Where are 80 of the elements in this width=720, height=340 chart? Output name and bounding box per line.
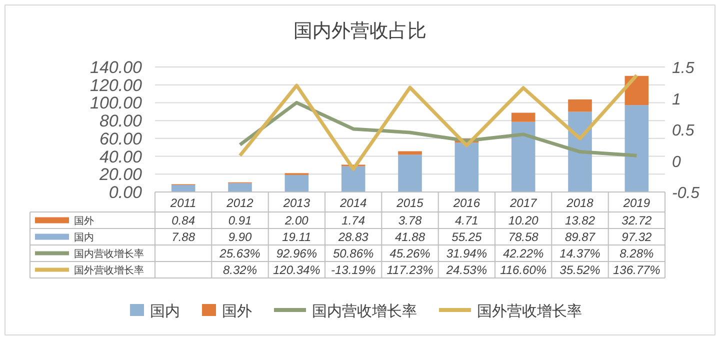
bar [284, 174, 309, 192]
data-label: 136.77% [612, 263, 661, 277]
y-tick-label: 40.00 [99, 147, 143, 166]
legend-label: 国内营收增长率 [74, 248, 144, 260]
bar [624, 76, 649, 106]
bar [171, 184, 196, 192]
bar [228, 183, 252, 192]
legend-item: 国内 [130, 303, 180, 320]
bar [624, 105, 649, 192]
x-tick-label: 2019 [622, 196, 650, 210]
data-label: 55.25 [452, 230, 482, 244]
y2-tick-label: 1.5 [672, 60, 694, 77]
data-label: 50.86% [332, 246, 374, 260]
data-label: 97.32 [622, 230, 652, 244]
y-tick-label: 20.00 [98, 165, 143, 184]
data-label: 28.83 [337, 230, 369, 244]
y-tick-label: 80.00 [99, 112, 143, 131]
data-label: 0.84 [172, 214, 196, 228]
x-tick-label: 2016 [452, 196, 480, 210]
data-label: -13.19% [330, 263, 376, 277]
data-label: 8.32% [222, 263, 258, 277]
data-label: 3.78 [398, 214, 422, 228]
legend-item: 国内营收增长率 [274, 303, 417, 320]
y2-tick-label: -0.5 [672, 185, 700, 202]
data-label: 117.23% [386, 263, 434, 277]
data-label: 31.94% [446, 246, 488, 260]
bar [511, 122, 536, 192]
data-label: 8.28% [620, 246, 654, 260]
bar [341, 166, 366, 192]
legend-label: 国外营收增长率 [477, 303, 582, 320]
data-label: 32.72 [622, 214, 652, 228]
data-label: 4.71 [454, 214, 478, 228]
bar [511, 112, 536, 122]
x-tick-label: 2014 [338, 196, 368, 210]
legend-label: 国内 [74, 232, 94, 244]
data-label: 116.60% [500, 263, 547, 277]
text: 国外营收增长率 [74, 266, 144, 276]
data-label: 9.90 [228, 230, 252, 244]
data-label: 19.11 [282, 230, 312, 244]
y2-tick-label: 0 [672, 154, 681, 171]
bar [398, 154, 422, 192]
x-tick-label: 2017 [508, 196, 538, 210]
y-tick-label: 100.00 [90, 94, 143, 113]
legend-item: 国外营收增长率 [439, 303, 582, 320]
data-label: 25.63% [218, 246, 261, 260]
bar [454, 142, 479, 192]
data-label: 120.34% [272, 263, 321, 277]
data-label: 10.20 [508, 214, 539, 228]
bar [398, 151, 422, 155]
data-label: 7.88 [172, 230, 196, 244]
line-series [238, 74, 638, 171]
y-tick-label: 60.00 [99, 129, 143, 148]
chart-title: 国内外营收占比 [294, 21, 426, 42]
data-label: 0.91 [228, 214, 252, 228]
x-tick-label: 2018 [566, 196, 594, 210]
x-tick-label: 2012 [226, 196, 254, 210]
data-label: 42.22% [502, 246, 544, 260]
data-label: 78.58 [508, 230, 539, 244]
data-label: 14.37% [560, 246, 601, 260]
bar [568, 99, 592, 112]
data-label: 45.26% [390, 246, 431, 260]
data-label: 35.52% [560, 263, 601, 277]
x-tick-label: 2013 [282, 196, 310, 210]
y2-tick-label: 0.5 [672, 122, 694, 140]
y-tick-label: 120.00 [90, 76, 143, 95]
x-tick-label: 2011 [169, 196, 196, 210]
y-tick-label: 0.00 [108, 183, 143, 202]
data-label: 89.87 [564, 230, 596, 244]
data-label: 1.74 [342, 214, 366, 228]
legend-label: 国外 [74, 216, 94, 227]
y-tick-label: 140.00 [90, 58, 143, 77]
data-label: 2.00 [284, 214, 309, 228]
legend-item: 国外 [202, 303, 252, 320]
data-label: 13.82 [564, 214, 596, 228]
x-tick-label: 2015 [396, 196, 424, 210]
data-label: 24.53% [445, 263, 488, 277]
data-label: 41.88 [394, 230, 426, 244]
line-series [238, 100, 638, 158]
y2-tick-label: 1 [672, 91, 681, 108]
data-label: 92.96% [276, 246, 318, 260]
